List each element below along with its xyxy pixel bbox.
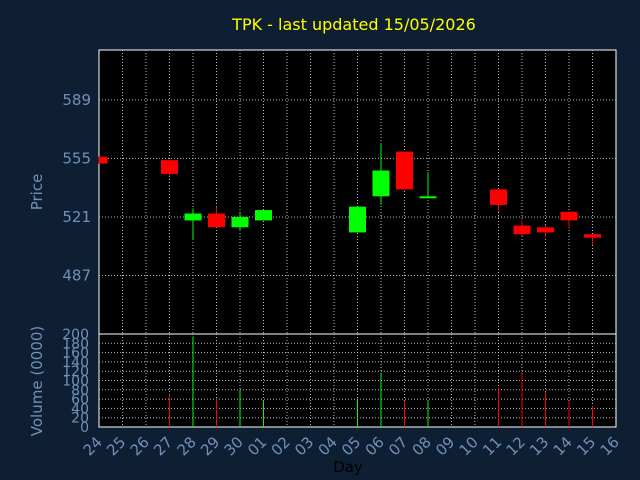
price-tick-label: 521 [62, 208, 91, 226]
x-tick-label: 07 [385, 433, 411, 459]
volume-tick-label: 0 [80, 420, 89, 436]
x-tick-label: 02 [268, 433, 294, 459]
volume-axis-label: Volume (0000) [28, 326, 46, 436]
price-tick-labels: 589 555 521 487 [62, 91, 91, 285]
price-tick-label: 555 [62, 149, 91, 167]
x-tick-label: 30 [221, 433, 247, 459]
candle-body [349, 206, 366, 233]
candle-body [372, 170, 390, 197]
candle-body [99, 156, 108, 164]
volume-tick-label: 140 [62, 355, 89, 371]
x-tick-label: 15 [573, 433, 599, 459]
x-tick-label: 01 [244, 433, 270, 459]
x-tick-label: 05 [338, 433, 364, 459]
x-tick-label: 06 [362, 433, 388, 459]
candle-body [161, 160, 178, 174]
candle-body [584, 234, 601, 238]
x-tick-label: 13 [526, 433, 552, 459]
x-tick-label: 16 [597, 433, 623, 459]
volume-tick-label: 40 [71, 401, 89, 417]
x-tick-label: 24 [80, 433, 106, 459]
x-tick-label: 25 [103, 433, 129, 459]
volume-bars [169, 336, 593, 427]
volume-tick-label: 80 [71, 383, 89, 399]
candle-body [255, 210, 272, 221]
candle-body [513, 225, 531, 235]
candle-body [419, 196, 437, 199]
volume-tick-label: 100 [62, 374, 89, 390]
x-tick-label: 29 [197, 433, 223, 459]
x-axis-label: Day [333, 458, 363, 476]
volume-tick-label: 160 [62, 346, 89, 362]
volume-tick-label: 60 [71, 392, 89, 408]
x-tick-label: 03 [291, 433, 317, 459]
x-tick-label: 14 [550, 433, 576, 459]
volume-tick-label: 200 [62, 327, 89, 343]
x-tick-label: 12 [503, 433, 529, 459]
candle-body [208, 213, 225, 228]
x-tick-label: 26 [127, 433, 153, 459]
candle-body [560, 211, 578, 221]
x-tick-label: 27 [150, 433, 176, 459]
candle-body [537, 227, 554, 233]
volume-tick-label: 20 [71, 411, 89, 427]
x-tick-label: 08 [409, 433, 435, 459]
x-tick-label: 11 [479, 433, 505, 459]
x-tick-label: 04 [315, 433, 341, 459]
candle-body [396, 151, 413, 190]
volume-tick-label: 180 [62, 336, 89, 352]
x-tick-label: 09 [432, 433, 458, 459]
candle-body [231, 216, 249, 228]
candle-body [184, 213, 202, 221]
volume-tick-label: 120 [62, 364, 89, 380]
x-tick-labels: 2425262728293001020304050607080910111213… [80, 433, 623, 459]
candle-body [490, 189, 507, 205]
candles [98, 142, 601, 245]
price-tick-label: 589 [62, 91, 91, 109]
x-tick-label: 10 [456, 433, 482, 459]
x-tick-label: 28 [174, 433, 200, 459]
price-tick-label: 487 [62, 266, 91, 284]
price-axis-label: Price [28, 174, 46, 211]
chart-title: TPK - last updated 15/05/2026 [231, 15, 476, 34]
